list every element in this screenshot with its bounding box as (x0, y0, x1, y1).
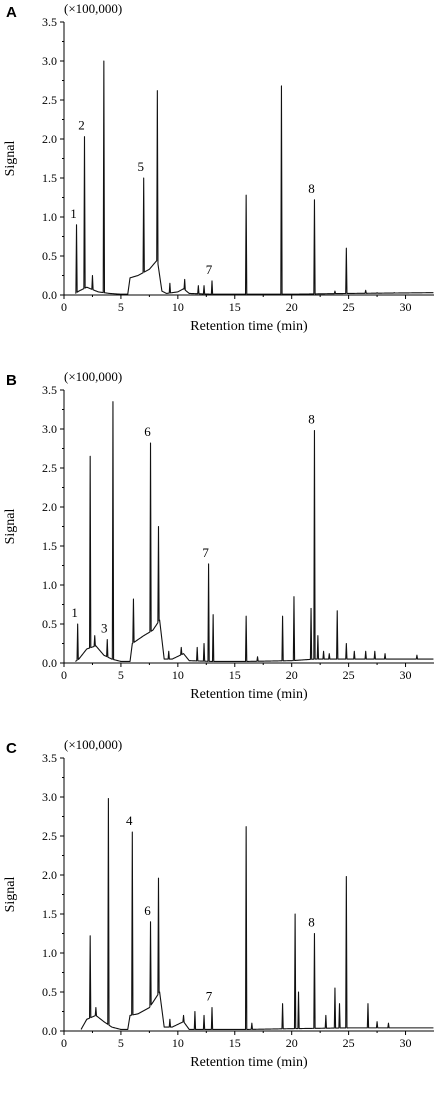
y-tick-label: 0.0 (42, 1024, 57, 1038)
y-axis-title: Signal (3, 509, 18, 545)
x-tick-label: 15 (229, 300, 241, 314)
x-tick-label: 0 (61, 668, 67, 682)
x-tick-label: 5 (118, 1036, 124, 1050)
peak-label-6: 6 (144, 903, 151, 918)
scale-note: (×100,000) (64, 737, 122, 752)
x-tick-label: 20 (286, 668, 298, 682)
y-tick-label: 1.5 (42, 171, 57, 185)
y-tick-label: 1.0 (42, 210, 57, 224)
x-axis-title: Retention time (min) (190, 319, 308, 334)
x-tick-label: 30 (400, 1036, 412, 1050)
y-tick-label: 2.0 (42, 132, 57, 146)
peak-label-7: 7 (206, 989, 213, 1004)
panel-a: A (×100,000) 0.0 0.5 1.0 1.5 2.0 2.5 3.0 3.5 0 5 10 1… (3, 1, 434, 334)
peak-label-4: 4 (126, 813, 133, 828)
y-tick-label: 2.0 (42, 868, 57, 882)
peak-label-5: 5 (137, 159, 144, 174)
x-tick-label: 30 (400, 668, 412, 682)
y-tick-label: 1.5 (42, 907, 57, 921)
peak-label-8: 8 (308, 915, 315, 930)
chromatogram-trace-a (75, 60, 434, 295)
panel-b: B (×100,000) 0.0 0.5 1.0 1.5 2.0 2.5 3.0 3.5 0 5 10 1… (3, 369, 434, 702)
x-tick-label: 0 (61, 300, 67, 314)
peak-label-6: 6 (144, 424, 151, 439)
y-tick-label: 0.5 (42, 249, 57, 263)
y-tick-label: 3.0 (42, 790, 57, 804)
x-axis-title: Retention time (min) (190, 1055, 308, 1070)
x-tick-label: 10 (172, 668, 184, 682)
y-tick-label: 1.0 (42, 578, 57, 592)
panel-label: A (6, 4, 17, 21)
x-tick-label: 25 (343, 1036, 355, 1050)
peak-label-8: 8 (308, 181, 315, 196)
peak-label-2: 2 (78, 118, 85, 133)
x-tick-label: 10 (172, 300, 184, 314)
x-tick-label: 15 (229, 1036, 241, 1050)
peak-label-1: 1 (71, 605, 78, 620)
chromatogram-trace-b (75, 401, 434, 662)
y-tick-label: 2.5 (42, 93, 57, 107)
x-tick-label: 20 (286, 300, 298, 314)
x-tick-label: 0 (61, 1036, 67, 1050)
y-tick-label: 3.5 (42, 383, 57, 397)
y-tick-label: 1.0 (42, 946, 57, 960)
y-axis-title: Signal (3, 141, 18, 177)
x-tick-label: 25 (343, 668, 355, 682)
x-tick-label: 10 (172, 1036, 184, 1050)
y-tick-label: 3.5 (42, 15, 57, 29)
x-tick-label: 30 (400, 300, 412, 314)
peak-label-7: 7 (206, 262, 213, 277)
y-tick-label: 3.0 (42, 54, 57, 68)
peak-label-8: 8 (308, 412, 315, 427)
panel-label: B (6, 372, 17, 389)
chromatogram-trace-c (80, 798, 434, 1030)
y-tick-label: 0.5 (42, 985, 57, 999)
y-tick-label: 3.0 (42, 422, 57, 436)
y-tick-label: 2.0 (42, 500, 57, 514)
x-tick-label: 20 (286, 1036, 298, 1050)
y-tick-label: 0.5 (42, 617, 57, 631)
panel-label: C (6, 740, 17, 757)
y-tick-label: 0.0 (42, 288, 57, 302)
peak-label-3: 3 (101, 621, 108, 636)
x-tick-label: 15 (229, 668, 241, 682)
y-tick-label: 2.5 (42, 461, 57, 475)
y-tick-label: 1.5 (42, 539, 57, 553)
y-tick-label: 0.0 (42, 656, 57, 670)
scale-note: (×100,000) (64, 1, 122, 16)
scale-note: (×100,000) (64, 369, 122, 384)
y-tick-label: 3.5 (42, 751, 57, 765)
y-tick-label: 2.5 (42, 829, 57, 843)
x-tick-label: 5 (118, 668, 124, 682)
x-tick-label: 5 (118, 300, 124, 314)
peak-label-1: 1 (70, 206, 77, 221)
x-axis-title: Retention time (min) (190, 687, 308, 702)
panel-c: C (×100,000) 0.0 0.5 1.0 1.5 2.0 2.5 3.0 3.5 0 5 10 1… (3, 737, 434, 1070)
y-axis-title: Signal (3, 877, 18, 913)
x-tick-label: 25 (343, 300, 355, 314)
peak-label-7: 7 (202, 545, 209, 560)
